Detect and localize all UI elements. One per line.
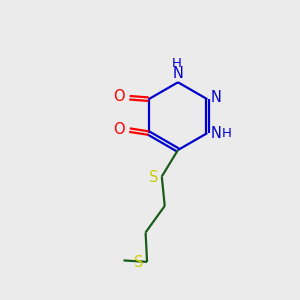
Text: N: N (211, 127, 222, 142)
Text: S: S (134, 255, 143, 270)
Text: O: O (113, 89, 125, 104)
Text: O: O (113, 122, 125, 137)
Text: N: N (172, 66, 183, 81)
Text: H: H (171, 57, 181, 70)
Text: N: N (211, 90, 222, 105)
Text: H: H (221, 128, 231, 140)
Text: S: S (148, 170, 158, 185)
